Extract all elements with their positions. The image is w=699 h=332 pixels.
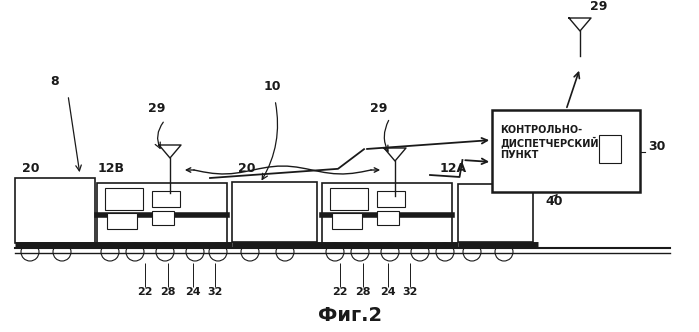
Text: 24: 24 <box>380 287 396 297</box>
Text: 30: 30 <box>648 140 665 153</box>
Text: 24: 24 <box>185 287 201 297</box>
Text: 8: 8 <box>51 75 59 88</box>
Text: Фиг.2: Фиг.2 <box>318 306 382 325</box>
Bar <box>458 184 533 242</box>
Bar <box>232 182 317 242</box>
Bar <box>330 188 368 210</box>
Bar <box>105 188 143 210</box>
Bar <box>152 211 174 225</box>
Bar <box>107 213 137 229</box>
Text: 40: 40 <box>545 195 563 208</box>
Bar <box>377 211 399 225</box>
Text: 32: 32 <box>403 287 418 297</box>
Text: 29: 29 <box>590 0 607 13</box>
Text: 20: 20 <box>238 162 256 175</box>
Text: 28: 28 <box>355 287 370 297</box>
Bar <box>377 191 405 207</box>
Text: 28: 28 <box>160 287 175 297</box>
Bar <box>152 191 180 207</box>
Text: 29: 29 <box>370 102 387 115</box>
Bar <box>332 213 362 229</box>
Text: 12В: 12В <box>98 162 125 175</box>
Bar <box>97 183 227 245</box>
Bar <box>492 110 640 192</box>
Text: 29: 29 <box>148 102 166 115</box>
Text: 20: 20 <box>22 162 40 175</box>
Text: КОНТРОЛЬНО-
ДИСПЕТЧЕРСКИЙ
ПУНКТ: КОНТРОЛЬНО- ДИСПЕТЧЕРСКИЙ ПУНКТ <box>500 125 598 160</box>
Bar <box>15 178 95 243</box>
Text: 32: 32 <box>208 287 223 297</box>
Bar <box>598 134 621 163</box>
Text: 10: 10 <box>264 80 281 93</box>
Text: 12А: 12А <box>440 162 467 175</box>
Bar <box>322 183 452 245</box>
Text: 22: 22 <box>137 287 153 297</box>
Text: 22: 22 <box>332 287 347 297</box>
